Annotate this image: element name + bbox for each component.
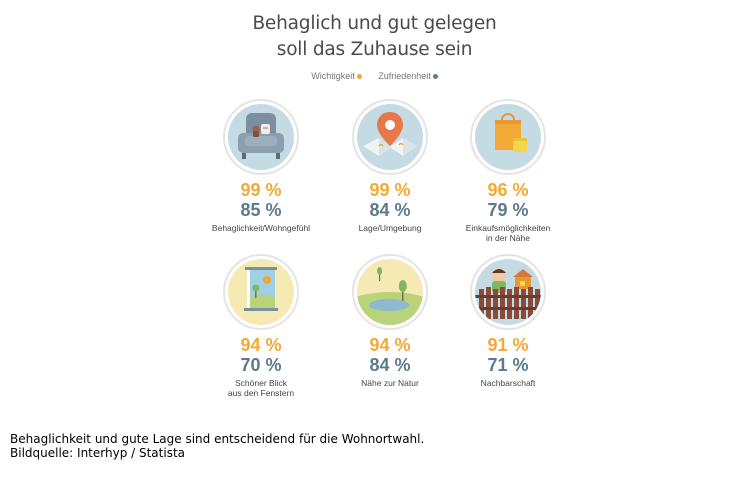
legend: Wichtigkeit Zufriedenheit — [0, 71, 749, 81]
caption-source: Bildquelle: Interhyp / Statista — [10, 446, 186, 460]
satisfaction-value: 71 % — [487, 355, 529, 375]
item-label: Nähe zur Natur — [361, 378, 419, 388]
chart-title-line-1: Behaglich und gut gelegen — [252, 13, 497, 34]
item-label: Behaglichkeit/Wohngefühl — [211, 223, 311, 233]
item-label: Einkaufsmöglichkeiten — [465, 223, 551, 233]
importance-value: 99 % — [369, 180, 411, 200]
card-location: 99 % 84 % Lage/Umgebung — [320, 98, 460, 233]
satisfaction-value: 79 % — [487, 200, 529, 220]
satisfaction-value: 84 % — [369, 200, 411, 220]
legend-entry-satisfaction: Zufriedenheit — [378, 71, 438, 81]
importance-value: 91 % — [487, 335, 529, 355]
satisfaction-value: 84 % — [369, 355, 411, 375]
card-view: 94 % 70 % Schöner Blick aus den Fenstern — [191, 253, 331, 398]
window-view-icon — [223, 254, 299, 330]
importance-value: 99 % — [240, 180, 282, 200]
legend-dot-satisfaction — [432, 74, 438, 80]
importance-value: 94 % — [240, 335, 282, 355]
item-label: Nachbarschaft — [480, 378, 536, 388]
neighbor-fence-icon — [470, 254, 546, 330]
armchair-icon — [223, 99, 299, 175]
item-label: Schöner Blick — [235, 378, 287, 388]
caption: Behaglichkeit und gute Lage sind entsche… — [10, 432, 424, 460]
card-shopping: 96 % 79 % Einkaufsmöglichkeiten in der N… — [438, 98, 578, 243]
chart-title-line-2: soll das Zuhause sein — [276, 39, 473, 60]
importance-value: 96 % — [487, 180, 529, 200]
item-label: Lage/Umgebung — [358, 223, 422, 233]
item-label-line-2: in der Nähe — [486, 233, 530, 243]
card-comfort: 99 % 85 % Behaglichkeit/Wohngefühl — [191, 98, 331, 233]
legend-entry-importance: Wichtigkeit — [311, 71, 362, 81]
item-label-line-2: aus den Fenstern — [227, 388, 295, 398]
shopping-bag-icon — [470, 99, 546, 175]
legend-label-importance: Wichtigkeit — [311, 71, 355, 81]
map-pin-icon — [352, 99, 428, 175]
card-nature: 94 % 84 % Nähe zur Natur — [320, 253, 460, 388]
nature-pond-icon — [352, 254, 428, 330]
satisfaction-value: 85 % — [240, 200, 282, 220]
satisfaction-value: 70 % — [240, 355, 282, 375]
legend-label-satisfaction: Zufriedenheit — [378, 71, 431, 81]
caption-line-1: Behaglichkeit und gute Lage sind entsche… — [10, 432, 425, 446]
importance-value: 94 % — [369, 335, 411, 355]
card-neighborhood: 91 % 71 % Nachbarschaft — [438, 253, 578, 388]
legend-dot-importance — [356, 74, 362, 80]
